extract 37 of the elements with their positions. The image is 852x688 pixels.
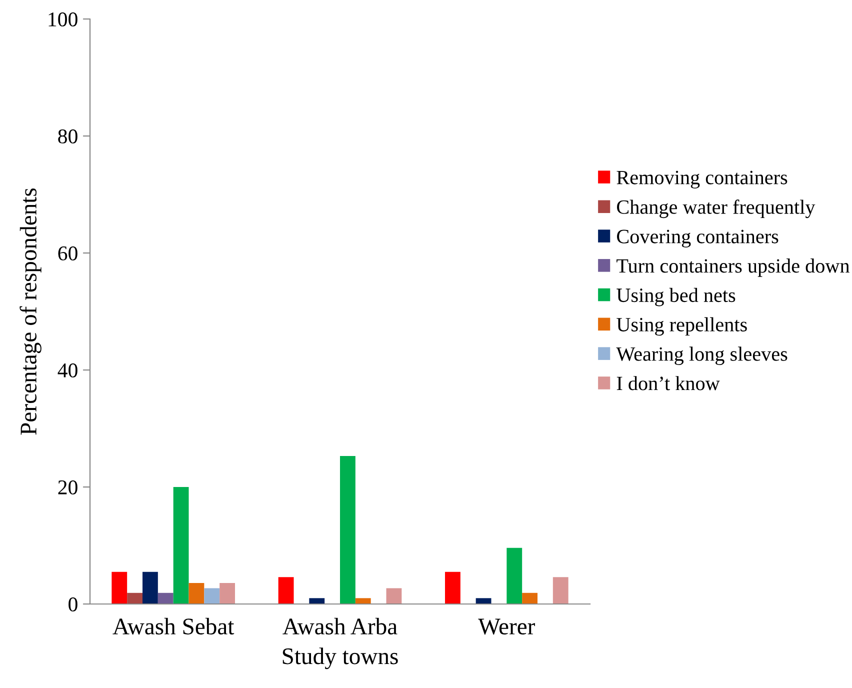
y-tick-label: 20	[58, 480, 78, 494]
legend-label: Change water frequently	[617, 200, 816, 218]
bar	[142, 572, 158, 604]
legend-label: Using bed nets	[616, 288, 736, 306]
bar	[355, 598, 371, 604]
legend-label: Turn containers upside down	[616, 258, 850, 277]
y-tick-label: 60	[58, 246, 78, 260]
legend-label: Removing containers	[616, 170, 788, 188]
bar	[112, 572, 128, 604]
x-tick-label: Awash Arba	[282, 618, 398, 635]
bar	[476, 598, 492, 604]
bar	[340, 456, 356, 604]
bar	[204, 588, 220, 604]
bar	[220, 582, 235, 604]
bar	[188, 582, 204, 604]
bar	[127, 592, 142, 604]
x-tick-label: Awash Sebat	[112, 618, 234, 635]
bar	[309, 598, 325, 604]
y-tick-label: 40	[58, 363, 78, 378]
legend-label: Using repellents	[616, 317, 747, 336]
legend-label: Covering containers	[617, 230, 778, 248]
legend-label: Wearing long sleeves	[616, 346, 788, 366]
bar	[552, 577, 568, 604]
bar	[278, 577, 294, 604]
bar	[173, 487, 189, 604]
y-tick-label: 100	[48, 12, 78, 26]
x-axis-title: Study towns	[282, 648, 398, 670]
y-tick-label: 0	[68, 597, 78, 612]
y-tick-label: 80	[58, 129, 78, 144]
bar	[386, 588, 402, 604]
bar	[445, 572, 460, 604]
bar	[506, 548, 522, 604]
bar	[522, 592, 538, 604]
x-tick-label: Werer	[478, 618, 535, 635]
legend-label: I don’t know	[616, 376, 720, 390]
bar	[158, 592, 174, 604]
y-axis-title: Percentage of respondents	[20, 188, 42, 435]
